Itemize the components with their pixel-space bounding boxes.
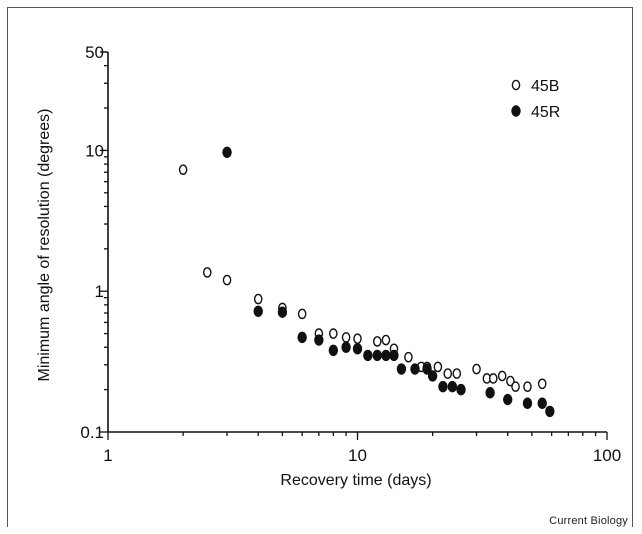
axes: 1 10 100 0.1 1 10 50 xyxy=(80,43,621,465)
point-45b xyxy=(404,351,413,363)
point-45b xyxy=(372,336,382,347)
y-tick-label: 50 xyxy=(85,43,104,62)
point-45r xyxy=(396,363,407,375)
point-45r xyxy=(314,334,324,346)
point-45r xyxy=(328,344,339,357)
point-45b xyxy=(472,363,481,375)
legend-label-45r: 45R xyxy=(531,104,560,121)
data-points xyxy=(178,146,555,418)
legend: 45B 45R xyxy=(511,78,560,121)
figure-frame xyxy=(7,7,633,527)
point-45r xyxy=(410,363,420,375)
legend-marker-45r xyxy=(511,105,521,117)
point-45r xyxy=(427,370,438,382)
point-45r xyxy=(381,349,391,362)
point-45b xyxy=(381,334,391,346)
point-45b xyxy=(178,164,188,175)
point-45b xyxy=(202,267,212,278)
point-45b xyxy=(443,368,453,379)
x-tick-label: 1 xyxy=(103,446,112,465)
point-45b xyxy=(329,328,338,339)
credit-text: Current Biology xyxy=(549,515,628,527)
point-45r xyxy=(253,305,263,317)
point-45r xyxy=(297,331,307,344)
point-45b xyxy=(433,361,443,373)
point-45b xyxy=(353,333,362,344)
point-45r xyxy=(522,397,533,409)
point-45r xyxy=(277,306,288,318)
y-tick-label: 10 xyxy=(85,141,104,160)
point-45r xyxy=(363,349,373,362)
x-axis-label: Recovery time (days) xyxy=(280,472,431,489)
point-45r xyxy=(422,363,432,375)
legend-label-45b: 45B xyxy=(531,78,559,95)
point-45r xyxy=(389,349,399,362)
point-45r xyxy=(545,405,555,418)
point-45b xyxy=(511,381,520,392)
point-45b xyxy=(253,293,263,305)
point-45r xyxy=(456,383,466,396)
point-45r xyxy=(341,341,351,353)
point-45b xyxy=(488,373,498,384)
point-45r xyxy=(447,380,458,393)
point-45r xyxy=(485,387,495,399)
point-45b xyxy=(297,308,307,320)
point-45r xyxy=(352,343,363,355)
point-45b xyxy=(537,378,547,390)
x-tick-label: 100 xyxy=(593,446,621,465)
point-45r xyxy=(537,397,547,409)
point-45r xyxy=(503,393,513,406)
point-45b xyxy=(452,368,462,379)
point-45r xyxy=(372,349,382,362)
legend-marker-45b xyxy=(511,79,521,91)
point-45b xyxy=(497,370,507,382)
point-45r xyxy=(222,146,232,158)
point-45r xyxy=(438,380,448,393)
point-45b xyxy=(222,274,232,286)
y-axis-label: Minimum angle of resolution (degrees) xyxy=(36,108,53,381)
y-tick-label: 0.1 xyxy=(80,423,104,442)
y-tick-label: 1 xyxy=(95,282,104,301)
point-45b xyxy=(523,381,532,392)
x-tick-label: 10 xyxy=(348,446,367,465)
point-45b xyxy=(341,332,351,343)
